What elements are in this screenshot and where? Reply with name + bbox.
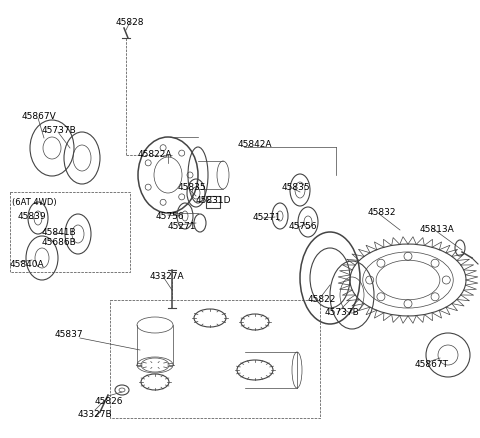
Text: 45828: 45828	[116, 18, 144, 27]
Text: 45813A: 45813A	[420, 225, 455, 234]
Text: 45756: 45756	[156, 212, 185, 221]
Text: 45867V: 45867V	[22, 112, 57, 121]
Text: (6AT 4WD): (6AT 4WD)	[12, 198, 57, 207]
Text: 45831D: 45831D	[196, 196, 231, 205]
Text: 45822: 45822	[308, 295, 336, 304]
Text: 45826: 45826	[95, 397, 123, 406]
Text: 45841B: 45841B	[42, 228, 77, 237]
Text: 45832: 45832	[368, 208, 396, 217]
Text: 45737B: 45737B	[325, 308, 360, 317]
Text: 43327A: 43327A	[150, 272, 185, 281]
Text: 45271: 45271	[168, 222, 196, 231]
Text: 45839: 45839	[18, 212, 47, 221]
Text: 45835: 45835	[282, 183, 311, 192]
Bar	[110, 300, 320, 418]
Bar	[206, 196, 220, 208]
Text: 45835: 45835	[178, 183, 206, 192]
Text: 45840A: 45840A	[10, 260, 45, 269]
Text: 43327B: 43327B	[78, 410, 113, 419]
Bar	[10, 192, 130, 272]
Text: 45756: 45756	[289, 222, 318, 231]
Text: 45822A: 45822A	[138, 150, 172, 159]
Text: 45867T: 45867T	[415, 360, 449, 369]
Text: 45842A: 45842A	[238, 140, 273, 149]
Text: 45271: 45271	[253, 213, 281, 222]
Text: 45737B: 45737B	[42, 126, 77, 135]
Text: 45837: 45837	[55, 330, 84, 339]
Text: 45686B: 45686B	[42, 238, 77, 247]
